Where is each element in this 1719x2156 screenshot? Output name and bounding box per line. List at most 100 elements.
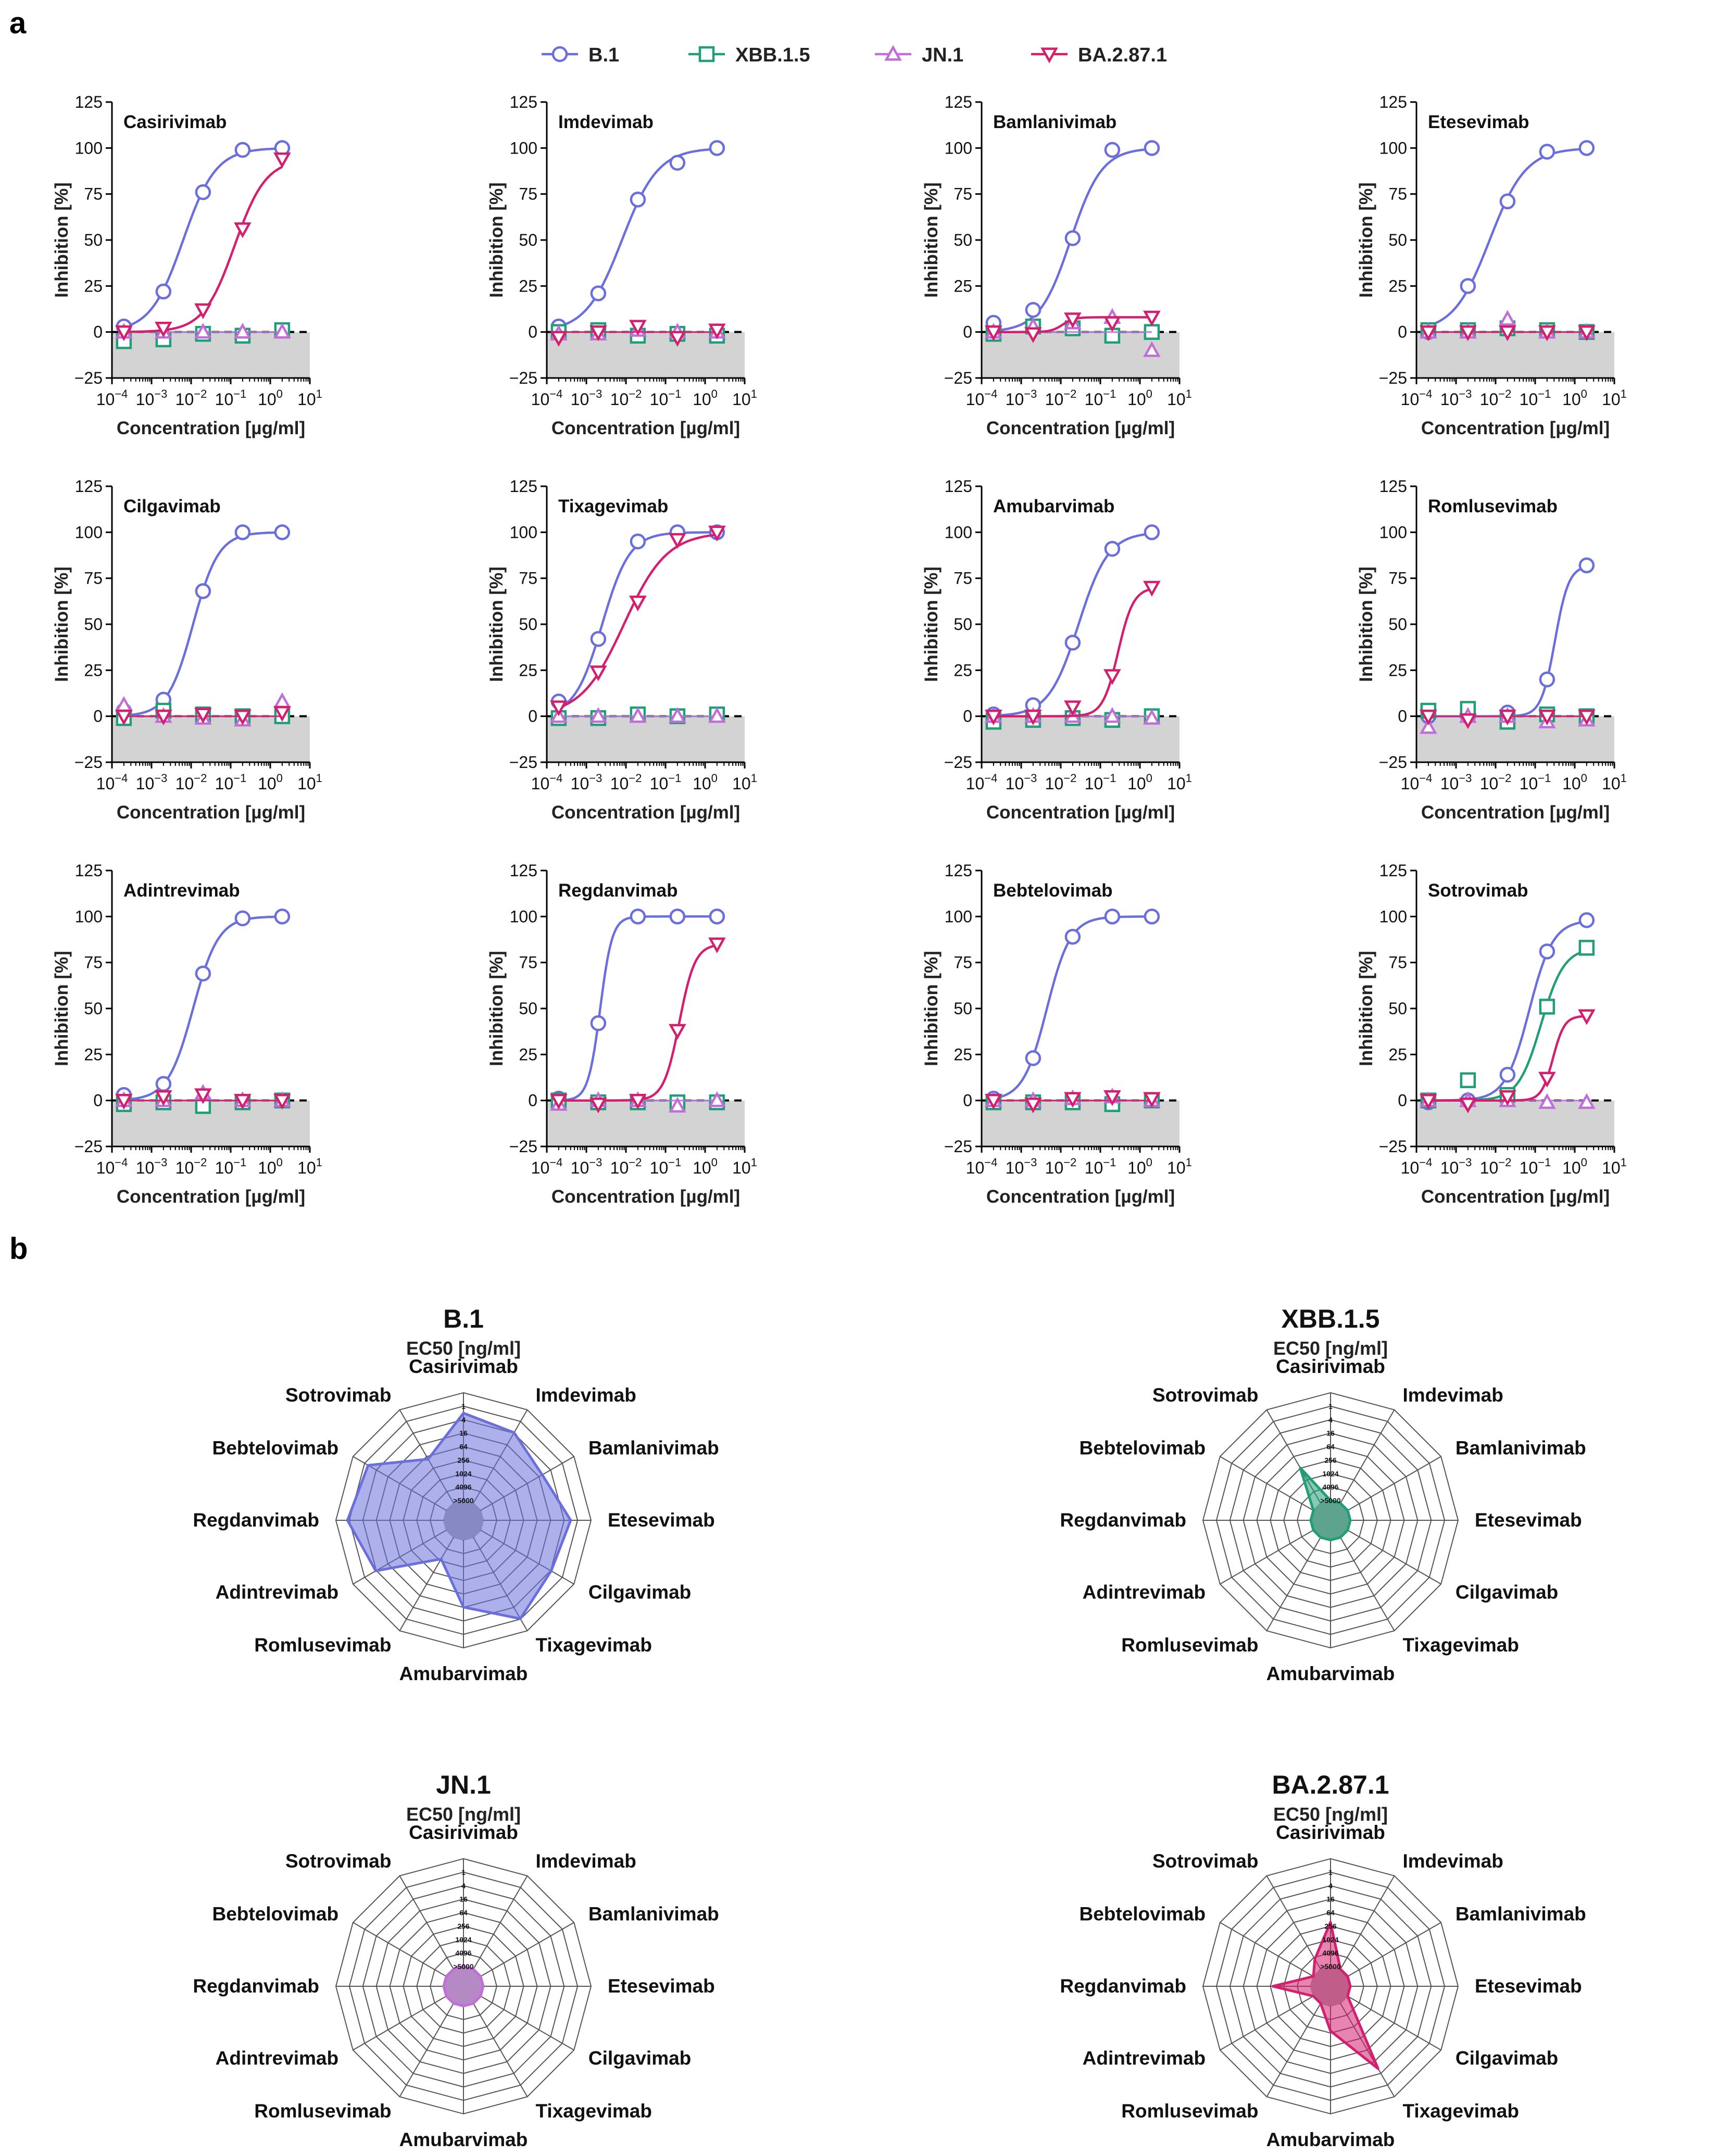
legend-marker-xbb-1-5: [698, 46, 715, 62]
data-point-b-1: [1144, 140, 1160, 156]
x-tick-label: 10−3: [1440, 772, 1472, 793]
radar-ba-2-87-1: BA.2.87.1 EC50 [ng/ml] 1 4 16 64 256 1024 4096 >5…: [1060, 1770, 1586, 2150]
y-tick-label: 25: [1388, 1045, 1407, 1064]
radar-spoke: [353, 1996, 447, 2051]
x-tick-label: 10−1: [1085, 387, 1116, 409]
x-tick-label: 10−3: [571, 1156, 603, 1177]
y-tick-label: 25: [953, 1045, 972, 1064]
y-tick-label: 100: [1379, 907, 1407, 926]
data-point-ba-2-87-1: [1064, 700, 1082, 716]
y-tick-label: −25: [944, 753, 972, 772]
y-tick-label: −25: [509, 753, 537, 772]
y-axis-label: Inhibition [%]: [921, 951, 942, 1066]
data-point-ba-2-87-1: [985, 325, 1002, 342]
data-point-ba-2-87-1: [1143, 581, 1161, 597]
radar-axis-label-cilgavimab: Cilgavimab: [588, 1582, 691, 1603]
radar-data-area: [442, 1965, 485, 2008]
y-tick-label: 25: [84, 276, 103, 295]
y-axis-label: Inhibition [%]: [1356, 566, 1376, 682]
data-point-ba-2-87-1: [1024, 1098, 1042, 1114]
radar-axis-label-regdanvimab: Regdanvimab: [1060, 1509, 1186, 1531]
x-tick-label: 10−4: [96, 387, 128, 409]
data-point-ba-2-87-1: [273, 705, 291, 722]
radar-spoke: [1266, 1875, 1321, 1970]
radar-axis-label-bebtelovimab: Bebtelovimab: [1079, 1903, 1206, 1925]
data-point-b-1: [1539, 144, 1555, 160]
data-point-ba-2-87-1: [115, 1094, 133, 1110]
series-ba-2-87-1: [985, 310, 1161, 343]
data-point-ba-2-87-1: [708, 525, 726, 541]
data-point-b-1: [590, 285, 607, 301]
data-point-ba-2-87-1: [708, 323, 726, 339]
data-point-ba-2-87-1: [1143, 310, 1161, 327]
x-tick-label: 10−3: [571, 387, 603, 409]
x-axis-label: Concentration [µg/ml]: [986, 802, 1175, 823]
y-tick-label: 75: [1388, 185, 1407, 204]
radar-axis-label-amubarvimab: Amubarvimab: [1266, 1663, 1395, 1684]
data-point-b-1: [1104, 142, 1121, 158]
x-tick-label: 10−4: [531, 387, 563, 409]
x-tick-label: 101: [297, 1156, 322, 1177]
radar-ring-label: 16: [1326, 1429, 1335, 1438]
data-point-b-1: [1460, 278, 1476, 294]
y-tick-label: 0: [528, 323, 537, 342]
y-tick-label: −25: [944, 369, 972, 387]
data-point-ba-2-87-1: [1578, 710, 1596, 726]
data-point-ba-2-87-1: [1420, 1094, 1437, 1110]
data-point-b-1: [1064, 230, 1081, 246]
data-point-jn-1: [1103, 707, 1121, 723]
data-point-b-1: [1104, 909, 1121, 925]
fit-curve-b-1: [558, 915, 717, 1102]
y-tick-label: 75: [519, 569, 537, 588]
x-tick-label: 10−1: [1085, 1156, 1116, 1177]
data-point-xbb-1-5: [1578, 940, 1595, 956]
radar-axis-label-imdevimab: Imdevimab: [536, 1384, 636, 1406]
subplot-title: Tixagevimab: [558, 496, 668, 516]
data-point-b-1: [1539, 943, 1555, 960]
subplot-sotrovimab: −25 0 25 50 75 100 125 10−4 10−3 10−2 10−1 100 101 Co…: [1356, 861, 1627, 1207]
data-point-xbb-1-5: [1539, 999, 1555, 1015]
subplot-tixagevimab: −25 0 25 50 75 100 125 10−4 10−3 10−2 10−1 100 101 Co…: [486, 477, 757, 823]
data-point-ba-2-87-1: [1578, 1009, 1596, 1025]
fit-curve-ba-2-87-1: [993, 588, 1152, 717]
x-tick-label: 10−2: [610, 1156, 642, 1177]
subplot-regdanvimab: −25 0 25 50 75 100 125 10−4 10−3 10−2 10−1 100 101 Co…: [486, 861, 757, 1207]
x-tick-label: 100: [1562, 1156, 1587, 1177]
radar-axis-label-bebtelovimab: Bebtelovimab: [212, 1438, 338, 1459]
y-tick-label: 25: [519, 276, 537, 295]
radar-ring-label: 1: [461, 1868, 466, 1876]
data-point-b-1: [1025, 1050, 1042, 1066]
x-tick-label: 101: [1167, 772, 1192, 793]
radar-axis-label-sotrovimab: Sotrovimab: [285, 1850, 392, 1872]
radar-spoke: [480, 1922, 574, 1977]
radar-ring-label: 4096: [1322, 1949, 1338, 1957]
data-point-ba-2-87-1: [629, 1094, 647, 1110]
y-tick-label: −25: [1379, 753, 1407, 772]
x-tick-label: 10−2: [1480, 387, 1512, 409]
x-tick-label: 10−1: [650, 772, 682, 793]
series-ba-2-87-1: [985, 581, 1161, 726]
series-b-1: [550, 909, 725, 1107]
y-tick-label: 100: [945, 907, 972, 926]
x-tick-label: 10−1: [650, 387, 682, 409]
y-tick-label: 100: [1379, 523, 1407, 541]
radar-ring-label: 4: [461, 1416, 466, 1424]
fit-curve-b-1: [123, 531, 282, 717]
radar-spoke: [399, 2003, 454, 2097]
shaded-negative-region: [547, 716, 745, 762]
legend-label-jn-1: JN.1: [922, 44, 963, 66]
radar-axis-label-casirivimab: Casirivimab: [409, 1356, 518, 1377]
radar-spoke: [1266, 2003, 1321, 2097]
data-point-b-1: [195, 583, 211, 599]
y-tick-label: 50: [1388, 999, 1407, 1018]
data-point-ba-2-87-1: [985, 1094, 1002, 1110]
subplot-title: Adintrevimab: [123, 880, 240, 901]
radar-ring-label: 16: [459, 1429, 468, 1438]
y-tick-label: 0: [528, 707, 537, 726]
x-tick-label: 10−3: [136, 1156, 168, 1177]
x-tick-label: 100: [1562, 772, 1587, 793]
series-ba-2-87-1: [1420, 325, 1596, 342]
x-axis-label: Concentration [µg/ml]: [551, 418, 740, 438]
radar-ring-label: 4096: [1322, 1483, 1338, 1491]
radar-ring-label: >5000: [453, 1962, 474, 1971]
